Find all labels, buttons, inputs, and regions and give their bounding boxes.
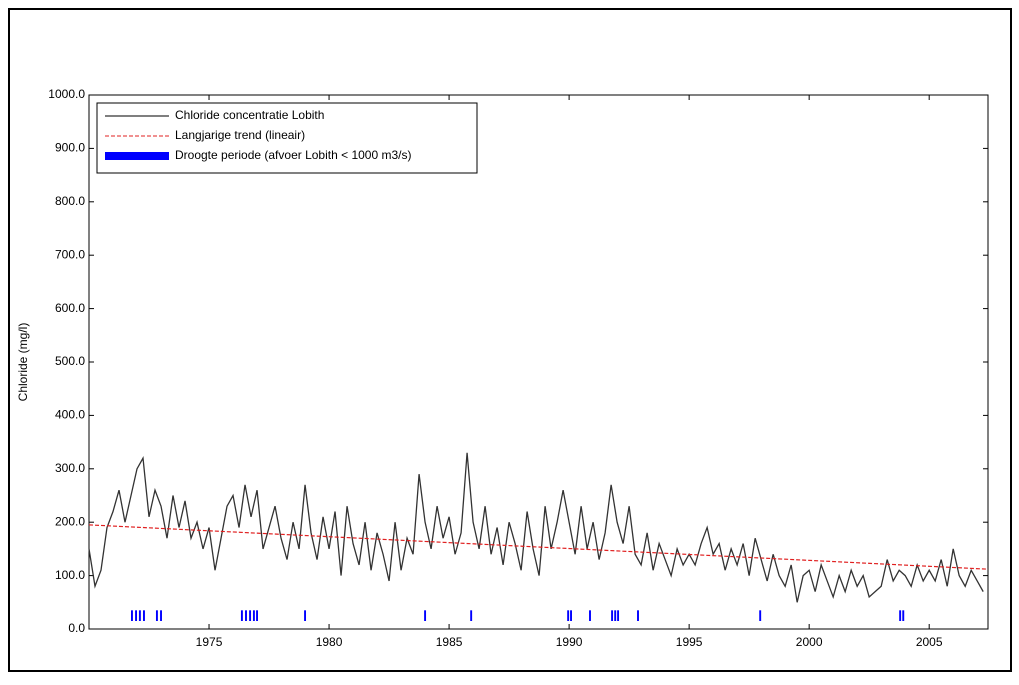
drought-bar — [589, 610, 591, 621]
x-tick-label: 2000 — [796, 635, 823, 649]
x-tick-label: 2005 — [916, 635, 943, 649]
drought-bar — [637, 610, 639, 621]
y-tick-label: 700.0 — [55, 247, 85, 261]
legend-swatch — [105, 152, 169, 160]
drought-bar — [135, 610, 138, 621]
data-line — [88, 452, 984, 603]
legend-box — [96, 102, 478, 174]
y-tick-label: 200.0 — [55, 514, 85, 528]
drought-bar — [131, 610, 133, 621]
legend-label: Chloride concentratie Lobith — [175, 108, 324, 122]
drought-bar — [424, 610, 427, 621]
drought-bar — [245, 610, 247, 621]
trend-line — [88, 524, 989, 570]
drought-bar — [759, 610, 762, 621]
drought-bar — [160, 610, 162, 621]
drought-bar — [304, 610, 307, 621]
x-tick-label: 1980 — [316, 635, 343, 649]
drought-bar — [567, 610, 570, 621]
plot-area — [88, 94, 989, 630]
y-tick-label: 600.0 — [55, 301, 85, 315]
y-tick-label: 0.0 — [68, 621, 85, 635]
drought-bar — [240, 610, 243, 621]
drought-bar — [611, 610, 614, 621]
drought-bar — [256, 610, 258, 621]
drought-bar — [614, 610, 617, 621]
x-tick-label: 1990 — [556, 635, 583, 649]
y-tick-label: 900.0 — [55, 141, 85, 155]
drought-bar — [570, 610, 572, 621]
drought-bar — [617, 610, 620, 621]
y-tick-label: 1000.0 — [48, 87, 85, 101]
drought-bar — [899, 610, 902, 621]
x-tick-label: 1975 — [196, 635, 223, 649]
x-tick-label: 1995 — [676, 635, 703, 649]
y-axis-label: Chloride (mg/l) — [16, 323, 30, 402]
drought-bar — [902, 610, 905, 621]
legend-label: Droogte periode (afvoer Lobith < 1000 m3… — [175, 148, 411, 162]
drought-bar — [138, 610, 141, 621]
y-tick-label: 400.0 — [55, 408, 85, 422]
drought-bar — [470, 610, 473, 621]
x-tick-label: 1985 — [436, 635, 463, 649]
y-tick-label: 100.0 — [55, 568, 85, 582]
drought-bar — [143, 610, 145, 621]
drought-bar — [155, 610, 158, 621]
legend-label: Langjarige trend (lineair) — [175, 128, 305, 142]
y-tick-label: 500.0 — [55, 354, 85, 368]
y-tick-label: 800.0 — [55, 194, 85, 208]
drought-bar — [249, 610, 252, 621]
drought-bar — [252, 610, 255, 621]
y-tick-label: 300.0 — [55, 461, 85, 475]
